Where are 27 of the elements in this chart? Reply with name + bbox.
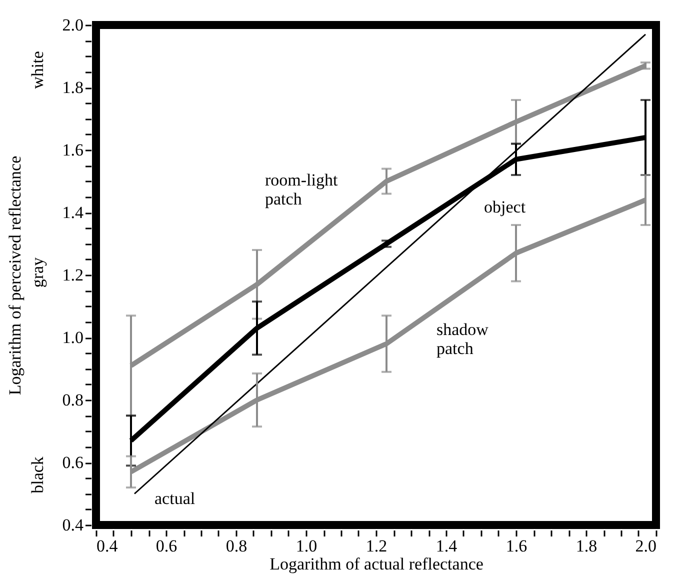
y-tick-label: 2.0	[62, 16, 84, 34]
x-axis-title: Logarithm of actual reflectance	[270, 554, 484, 574]
y-tick-label: 0.8	[62, 390, 84, 410]
y-tick-label: 0.4	[62, 516, 84, 534]
x-tick-label: 1.4	[436, 536, 458, 556]
x-tick-label: 1.8	[576, 536, 598, 556]
x-tick-label: 0.4	[96, 536, 118, 556]
series-label: room-light patch	[265, 170, 338, 208]
series-label: shadow patch	[436, 320, 490, 358]
x-tick-label: 1.0	[296, 536, 318, 556]
y-tick-label: 1.6	[62, 140, 84, 160]
y-tick-label: 1.0	[62, 328, 84, 347]
x-tick-label: 0.8	[226, 536, 248, 556]
x-tick-label: 1.2	[366, 536, 388, 556]
text: white	[28, 51, 47, 89]
x-tick-label: 0.6	[156, 536, 178, 556]
y-tick-label: 1.2	[62, 266, 84, 284]
x-tick-label: 1.6	[506, 536, 528, 556]
series-label: actual	[154, 488, 196, 508]
y-tick-label: 1.8	[62, 78, 84, 97]
series-label: object	[484, 197, 526, 216]
y-axis-title: Logarithm of perceived reflectance	[5, 156, 24, 396]
y-tick-label: 0.6	[62, 453, 84, 472]
y-tick-label: 1.4	[62, 203, 84, 222]
x-tick-label: 2.0	[635, 536, 656, 556]
text: black	[28, 456, 47, 494]
text: gray	[28, 256, 47, 288]
